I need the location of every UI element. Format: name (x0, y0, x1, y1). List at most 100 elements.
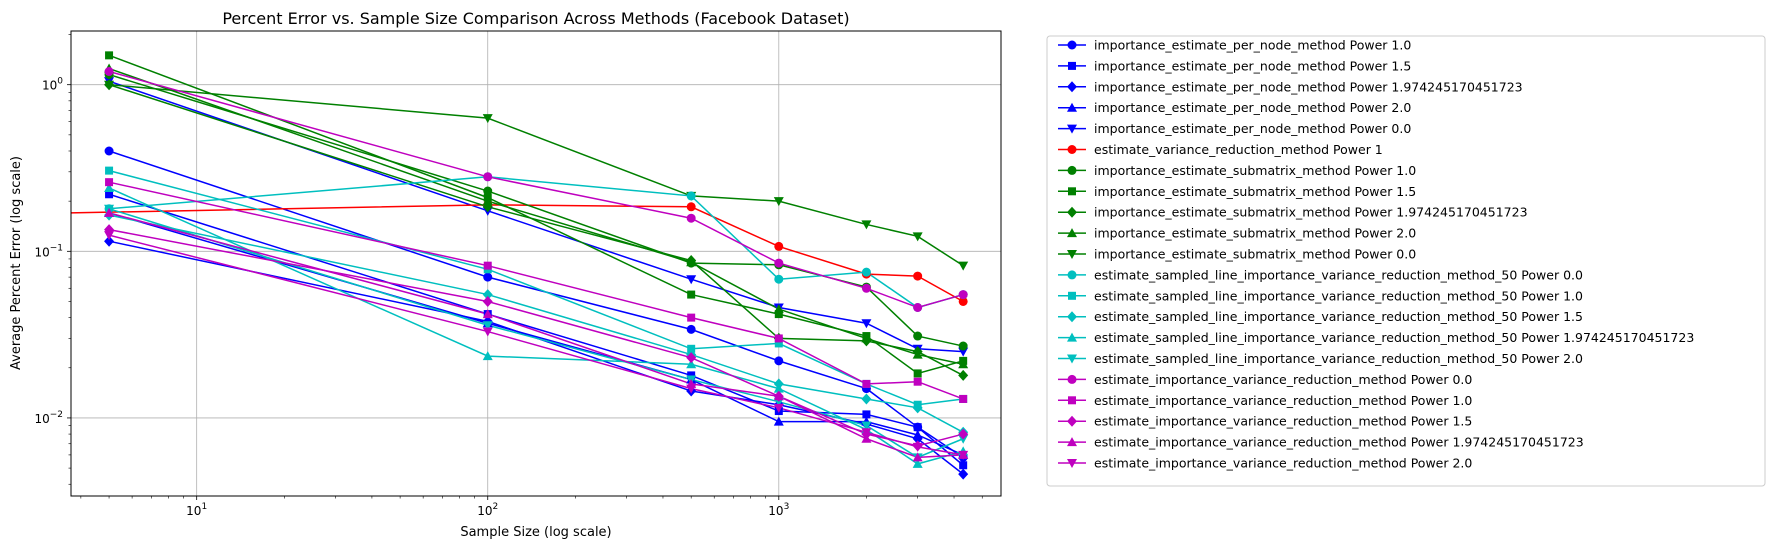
data-point (913, 369, 922, 378)
data-point (958, 341, 968, 351)
x-tick-label: 103 (768, 502, 789, 518)
data-point (913, 303, 923, 313)
chart-title: Percent Error vs. Sample Size Comparison… (222, 9, 849, 28)
data-point (687, 344, 696, 353)
data-point (912, 458, 923, 468)
legend-marker (1068, 396, 1076, 405)
legend-marker (1067, 228, 1077, 238)
data-point (913, 377, 922, 386)
data-point (104, 66, 114, 76)
legend-label: importance_estimate_per_node_method Powe… (1094, 38, 1411, 53)
legend-frame (1046, 35, 1766, 487)
data-point (861, 319, 872, 329)
legend-marker (1067, 81, 1077, 93)
data-point (862, 410, 871, 419)
legend-label: importance_estimate_submatrix_method Pow… (1094, 205, 1528, 220)
legend-marker (1068, 187, 1076, 196)
y-tick-label: 10−1 (34, 243, 63, 259)
legend-label: importance_estimate_per_node_method Powe… (1094, 58, 1411, 73)
data-point (913, 331, 923, 341)
data-point (861, 428, 872, 438)
data-point (861, 393, 872, 405)
legend-entry: estimate_sampled_line_importance_varianc… (1058, 267, 1583, 282)
legend-marker (1068, 61, 1076, 70)
y-tick-label: 10−2 (34, 410, 63, 426)
data-point (482, 289, 493, 301)
data-point (912, 442, 923, 452)
data-point (774, 356, 784, 366)
data-point (958, 450, 969, 460)
data-point (686, 275, 697, 285)
data-point (773, 304, 784, 314)
x-tick-label: 101 (186, 502, 207, 518)
data-point (105, 51, 114, 60)
data-point (686, 213, 696, 223)
legend-marker (1067, 145, 1077, 154)
data-point (958, 261, 969, 271)
legend-label: importance_estimate_submatrix_method Pow… (1094, 163, 1416, 178)
data-point (774, 334, 783, 343)
data-point (774, 274, 784, 284)
legend-marker (1067, 374, 1077, 384)
legend-entry: estimate_sampled_line_importance_varianc… (1058, 351, 1583, 366)
legend-label: estimate_importance_variance_reduction_m… (1094, 414, 1472, 429)
data-point (912, 349, 923, 359)
series-markers (104, 51, 969, 480)
data-point (773, 403, 784, 413)
data-point (774, 258, 784, 268)
legend-entry: estimate_sampled_line_importance_varianc… (1058, 288, 1583, 303)
legend-entry: importance_estimate_submatrix_method Pow… (1058, 205, 1528, 220)
legend-marker (1067, 124, 1077, 134)
legend-label: estimate_importance_variance_reduction_m… (1094, 372, 1472, 387)
data-point (686, 324, 696, 334)
legend-marker (1067, 332, 1077, 342)
legend-entry: estimate_importance_variance_reduction_m… (1058, 414, 1472, 429)
data-point (958, 290, 968, 300)
legend-marker (1067, 102, 1077, 112)
data-point (958, 428, 969, 440)
legend-entry: estimate_variance_reduction_method Power… (1058, 142, 1383, 157)
x-axis-label: Sample Size (log scale) (460, 525, 611, 540)
legend-label: importance_estimate_submatrix_method Pow… (1094, 184, 1416, 199)
legend-label: importance_estimate_per_node_method Powe… (1094, 79, 1523, 94)
data-point (912, 452, 923, 462)
data-point (482, 114, 493, 124)
data-point (104, 80, 115, 90)
data-point (483, 272, 493, 282)
data-point (773, 391, 784, 401)
legend-label: estimate_importance_variance_reduction_m… (1094, 435, 1584, 450)
legend-label: estimate_sampled_line_importance_varianc… (1094, 309, 1583, 324)
legend-entry: importance_estimate_submatrix_method Pow… (1058, 226, 1416, 241)
legend-entry: estimate_importance_variance_reduction_m… (1058, 393, 1472, 408)
legend-label: importance_estimate_submatrix_method Pow… (1094, 247, 1416, 262)
data-point (912, 402, 923, 414)
data-point (104, 207, 115, 217)
legend-marker (1067, 40, 1077, 50)
legend-label: importance_estimate_per_node_method Powe… (1094, 121, 1411, 136)
data-point (773, 383, 784, 393)
data-point (104, 182, 115, 192)
legend-label: estimate_sampled_line_importance_varianc… (1094, 288, 1583, 303)
plot-area: 101 102 103 10−2 10−1 100 (34, 30, 1002, 518)
legend-entry: importance_estimate_per_node_method Powe… (1058, 58, 1411, 73)
legend-entry: importance_estimate_per_node_method Powe… (1058, 121, 1411, 136)
legend-marker (1068, 291, 1076, 300)
data-point (913, 271, 923, 281)
legend-marker (1067, 270, 1077, 280)
data-point (958, 296, 968, 306)
data-point (482, 351, 493, 361)
data-point (104, 235, 115, 247)
data-point (861, 433, 872, 443)
data-point (686, 202, 696, 212)
legend-marker (1067, 437, 1077, 447)
data-point (482, 309, 493, 319)
data-point (959, 461, 968, 470)
legend-label: estimate_variance_reduction_method Power… (1094, 142, 1383, 157)
legend-marker (1067, 206, 1077, 218)
data-point (959, 394, 968, 403)
legend-entry: estimate_importance_variance_reduction_m… (1058, 435, 1584, 450)
data-point (773, 197, 784, 207)
legend-marker (1067, 459, 1077, 468)
legend-label: estimate_sampled_line_importance_varianc… (1094, 351, 1583, 366)
data-point (687, 290, 696, 299)
